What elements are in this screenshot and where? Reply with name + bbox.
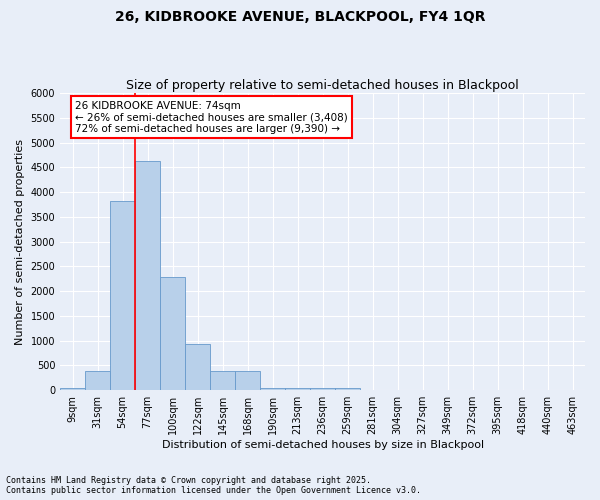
- Y-axis label: Number of semi-detached properties: Number of semi-detached properties: [15, 138, 25, 344]
- Bar: [160, 278, 185, 390]
- Title: Size of property relative to semi-detached houses in Blackpool: Size of property relative to semi-detach…: [126, 79, 519, 92]
- X-axis label: Distribution of semi-detached houses by size in Blackpool: Distribution of semi-detached houses by …: [161, 440, 484, 450]
- Bar: [60, 388, 85, 390]
- Bar: [235, 372, 260, 390]
- Bar: [110, 201, 135, 390]
- Bar: [135, 162, 160, 390]
- Bar: [310, 388, 335, 390]
- Bar: [335, 388, 360, 390]
- Text: 26, KIDBROOKE AVENUE, BLACKPOOL, FY4 1QR: 26, KIDBROOKE AVENUE, BLACKPOOL, FY4 1QR: [115, 10, 485, 24]
- Bar: [285, 388, 310, 390]
- Bar: [85, 371, 110, 390]
- Text: Contains HM Land Registry data © Crown copyright and database right 2025.
Contai: Contains HM Land Registry data © Crown c…: [6, 476, 421, 495]
- Bar: [210, 372, 235, 390]
- Bar: [260, 388, 285, 390]
- Bar: [185, 344, 210, 390]
- Text: 26 KIDBROOKE AVENUE: 74sqm
← 26% of semi-detached houses are smaller (3,408)
72%: 26 KIDBROOKE AVENUE: 74sqm ← 26% of semi…: [75, 100, 348, 134]
